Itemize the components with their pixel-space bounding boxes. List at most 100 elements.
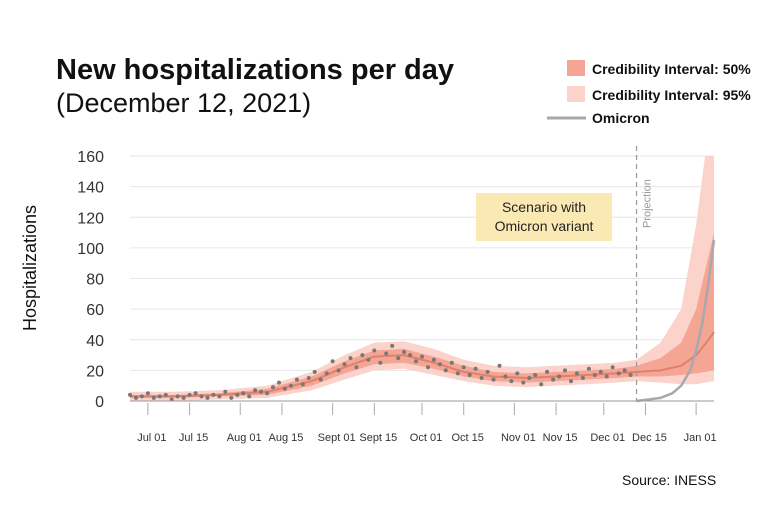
legend-label-ci95: Credibility Interval: 95% [592, 87, 751, 103]
observed-point [396, 356, 401, 361]
y-tick-label-40: 40 [86, 333, 104, 350]
annotation-box [476, 193, 612, 241]
x-axis: Jul 01 Jul 15 Aug 01 Aug 15 Sept 01 Sept 15 Oc… [130, 400, 717, 444]
observed-point [431, 357, 436, 362]
observed-point [378, 360, 383, 365]
y-tick-label-140: 140 [77, 180, 104, 197]
projection-marker: Projection [635, 146, 654, 401]
observed-point [300, 382, 305, 387]
observed-points [128, 343, 633, 402]
observed-point [288, 383, 293, 388]
observed-point [563, 368, 567, 373]
observed-point [247, 394, 252, 399]
x-tick-label-0: Jul 01 [137, 432, 166, 444]
observed-point [443, 368, 448, 373]
observed-point [426, 365, 430, 370]
y-axis-label: Hospitalizations [20, 205, 40, 331]
observed-point [539, 382, 544, 387]
chart-title: New hospitalizations per day [56, 54, 454, 86]
observed-point [151, 395, 156, 400]
omicron-line [636, 240, 716, 403]
observed-point [241, 391, 246, 396]
observed-point [372, 348, 377, 353]
y-tick-label-20: 20 [86, 363, 104, 380]
observed-point [259, 389, 264, 394]
observed-point [294, 377, 299, 382]
legend-swatch-ci95 [567, 86, 585, 102]
observed-point [199, 394, 204, 399]
observed-point [497, 363, 502, 368]
series-lines [130, 240, 716, 403]
y-tick-labels: 0 20 40 60 80 100 120 140 160 [77, 149, 104, 411]
x-tick-label-7: Oct 15 [452, 432, 484, 444]
annotation-line-2: Omicron variant [495, 218, 594, 234]
observed-point [342, 362, 347, 367]
observed-point [134, 395, 138, 400]
x-tick-label-9: Nov 15 [543, 432, 578, 444]
observed-point [235, 392, 240, 397]
observed-point [420, 354, 424, 359]
observed-point [414, 359, 418, 364]
observed-point [336, 368, 341, 373]
legend-label-ci50: Credibility Interval: 50% [592, 61, 751, 77]
x-tick-label-6: Oct 01 [410, 432, 442, 444]
observed-point [265, 391, 270, 396]
observed-point [205, 395, 210, 400]
observed-point [330, 359, 335, 364]
observed-point [628, 373, 633, 377]
observed-point [193, 391, 198, 396]
legend-label-omicron: Omicron [592, 110, 650, 126]
observed-point [461, 365, 466, 370]
y-tick-label-160: 160 [77, 149, 104, 166]
median-line [130, 331, 715, 398]
x-tick-label-1: Jul 15 [179, 432, 208, 444]
observed-point [569, 379, 573, 384]
observed-point [509, 379, 514, 384]
observed-point [533, 373, 538, 377]
x-tick-label-2: Aug 01 [227, 432, 262, 444]
x-tick-label-10: Dec 01 [590, 432, 625, 444]
observed-point [437, 362, 442, 367]
credibility-bands [130, 156, 714, 401]
observed-point [277, 380, 281, 385]
observed-point [503, 374, 508, 379]
projection-label: Projection [642, 179, 654, 228]
observed-point [163, 392, 168, 397]
observed-point [527, 376, 532, 380]
legend: Credibility Interval: 50% Credibility In… [547, 60, 751, 126]
observed-point [366, 357, 371, 362]
observed-point [521, 380, 526, 385]
x-tick-label-11: Dec 15 [632, 432, 667, 444]
observed-point [467, 373, 472, 377]
annotation-line-1: Scenario with [502, 199, 586, 215]
observed-point [580, 376, 585, 380]
observed-point [455, 371, 460, 376]
observed-point [187, 392, 192, 397]
y-tick-label-80: 80 [86, 272, 104, 289]
x-tick-label-8: Nov 01 [501, 432, 536, 444]
observed-point [312, 369, 317, 374]
observed-point [354, 365, 359, 370]
observed-point [145, 391, 150, 396]
x-tick-label-5: Sept 15 [359, 432, 397, 444]
y-tick-label-60: 60 [86, 302, 104, 319]
observed-point [574, 371, 579, 376]
observed-point [181, 395, 186, 400]
observed-point [473, 366, 478, 371]
observed-point [545, 369, 550, 374]
observed-point [622, 368, 627, 373]
y-tick-label-0: 0 [95, 394, 104, 411]
observed-point [128, 392, 132, 397]
x-tick-label-4: Sept 01 [318, 432, 356, 444]
observed-point [175, 394, 180, 399]
ci50-band [130, 232, 714, 398]
x-tick-label-3: Aug 15 [269, 432, 304, 444]
observed-point [402, 350, 407, 354]
observed-point [479, 376, 484, 380]
observed-point [211, 392, 216, 397]
observed-point [515, 371, 520, 376]
observed-point [157, 394, 162, 399]
observed-point [551, 377, 556, 382]
observed-point [271, 385, 275, 390]
x-tick-label-12: Jan 01 [684, 432, 717, 444]
